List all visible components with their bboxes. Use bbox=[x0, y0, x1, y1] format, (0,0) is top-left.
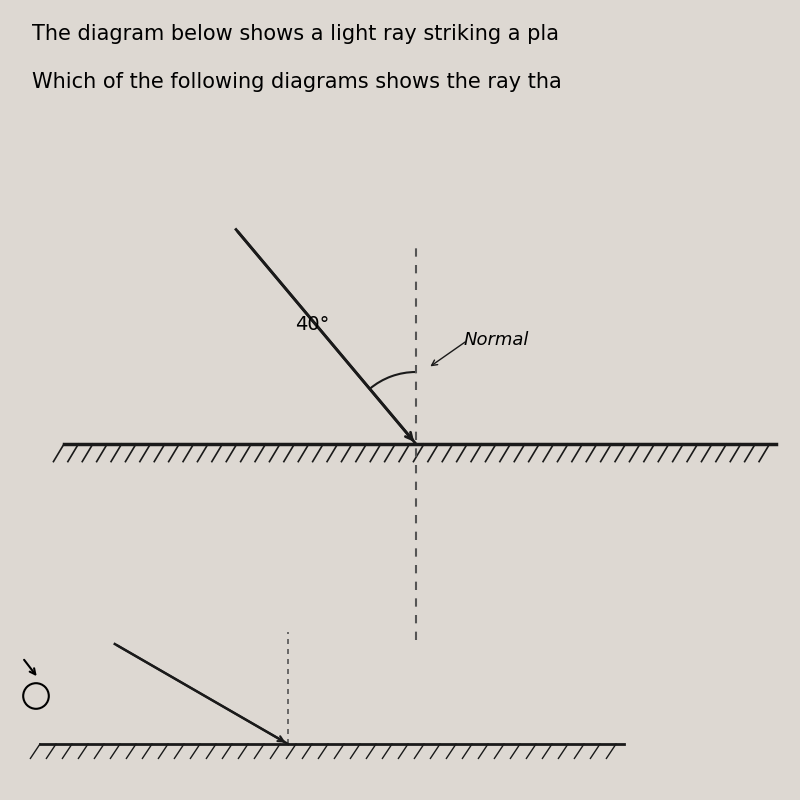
Text: The diagram below shows a light ray striking a pla: The diagram below shows a light ray stri… bbox=[32, 24, 559, 44]
Text: 40°: 40° bbox=[295, 314, 329, 334]
Text: Which of the following diagrams shows the ray tha: Which of the following diagrams shows th… bbox=[32, 72, 562, 92]
Text: Normal: Normal bbox=[464, 331, 530, 349]
